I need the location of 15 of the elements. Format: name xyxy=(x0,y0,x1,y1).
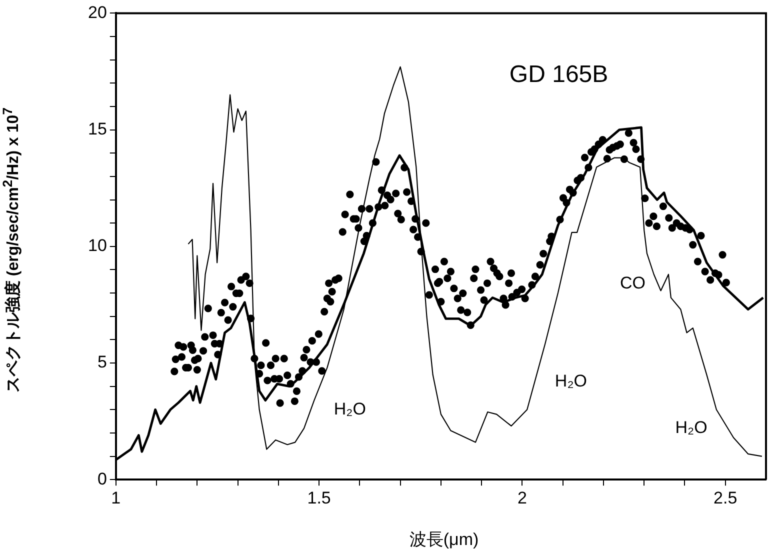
annotation: H₂O xyxy=(334,399,366,418)
x-tick-label: 2.5 xyxy=(714,488,738,508)
x-tick-label: 1 xyxy=(111,488,121,508)
y-tick-label: 15 xyxy=(88,119,107,138)
annotation: H₂O xyxy=(675,418,708,437)
y-tick-label: 5 xyxy=(97,352,107,372)
y-tick-label: 10 xyxy=(88,236,107,256)
annotation: CO xyxy=(620,273,646,292)
y-tick-label: 20 xyxy=(88,2,107,22)
annotation: H₂O xyxy=(554,371,588,390)
x-axis-title: 波長(μm) xyxy=(408,529,480,551)
y-tick-label: 0 xyxy=(97,469,107,488)
text: GD 165B xyxy=(509,60,608,88)
x-tick-label: 1.5 xyxy=(307,488,331,508)
x-tick-label: 2 xyxy=(517,488,527,508)
